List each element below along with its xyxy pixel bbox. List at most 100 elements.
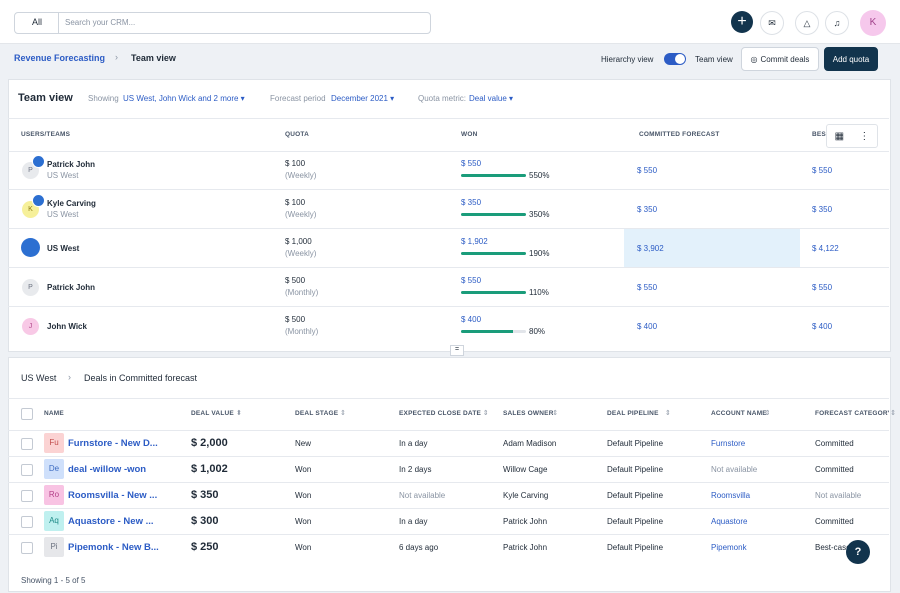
deals-footer: Showing 1 - 5 of 5	[21, 576, 86, 585]
search-scope[interactable]: All	[32, 17, 43, 27]
resize-handle[interactable]: =	[450, 345, 464, 356]
commit-text: Commit deals	[760, 54, 810, 64]
row-name: Patrick John	[47, 160, 96, 169]
mail-icon[interactable]: ✉	[760, 11, 784, 35]
progress-track	[461, 252, 526, 255]
deal-account[interactable]: Not available	[711, 465, 758, 474]
row-sub: US West	[47, 210, 79, 219]
breadcrumb-sep: ›	[68, 372, 71, 382]
select-all[interactable]	[21, 408, 33, 420]
best-case[interactable]: $ 4,122	[812, 244, 839, 253]
column-header: QUOTA	[285, 131, 309, 138]
quota-period: (Weekly)	[285, 171, 317, 180]
row-name: US West	[47, 244, 80, 253]
team-badge	[32, 194, 45, 207]
deal-owner: Willow Cage	[503, 465, 548, 474]
deal-pipeline: Default Pipeline	[607, 491, 664, 500]
quota: $ 1,000	[285, 237, 312, 246]
commit-button[interactable]: ◎ Commit deals	[741, 47, 819, 71]
divider	[8, 430, 889, 431]
committed[interactable]: $ 550	[637, 283, 658, 292]
row-name: John Wick	[47, 322, 87, 331]
deal-value: $ 350	[191, 489, 219, 501]
committed[interactable]: $ 350	[637, 205, 658, 214]
deal-avatar: Aq	[44, 511, 64, 531]
deal-value: $ 300	[191, 515, 219, 527]
bell-icon[interactable]: ♫	[825, 11, 849, 35]
row-checkbox[interactable]	[21, 438, 33, 450]
row-checkbox[interactable]	[21, 490, 33, 502]
progress-track	[461, 291, 526, 294]
column-header: DEAL STAGE	[295, 410, 339, 417]
deal-pipeline: Default Pipeline	[607, 517, 664, 526]
won-percent: 110%	[529, 288, 549, 297]
progress-track	[461, 213, 526, 216]
alert-icon[interactable]: △	[795, 11, 819, 35]
committed[interactable]: $ 550	[637, 166, 658, 175]
best-case[interactable]: $ 400	[812, 322, 833, 331]
user-avatar[interactable]: K	[860, 10, 886, 36]
quota-period: (Monthly)	[285, 288, 319, 297]
divider	[8, 398, 889, 399]
row-checkbox[interactable]	[21, 464, 33, 476]
quota: $ 500	[285, 276, 306, 285]
row-checkbox[interactable]	[21, 542, 33, 554]
row-name: Patrick John	[47, 283, 96, 292]
deal-category: Best-case	[815, 543, 851, 552]
committed[interactable]: $ 400	[637, 322, 658, 331]
deal-owner: Patrick John	[503, 543, 548, 552]
quota: $ 500	[285, 315, 306, 324]
deal-stage: Won	[295, 543, 312, 552]
deal-name[interactable]: Furnstore - New D...	[68, 438, 158, 449]
deal-owner: Adam Madison	[503, 439, 557, 448]
filter-value[interactable]: December 2021 ▾	[331, 94, 395, 103]
filter-value[interactable]: Deal value ▾	[469, 94, 514, 103]
sort-icon: ⇕	[552, 410, 559, 417]
deal-name[interactable]: deal -willow -won	[68, 464, 147, 475]
breadcrumb-parent[interactable]: Revenue Forecasting	[14, 53, 106, 63]
sort-icon: ⬍	[236, 410, 242, 417]
won[interactable]: $ 1,902	[461, 237, 488, 246]
add-button[interactable]: +	[731, 11, 753, 33]
best-case[interactable]: $ 550	[812, 283, 833, 292]
deal-account[interactable]: Roomsvilla	[711, 491, 751, 500]
deal-close: 6 days ago	[399, 543, 439, 552]
deals-parent[interactable]: US West	[21, 373, 57, 383]
breadcrumb-current: Team view	[131, 53, 176, 63]
deal-name[interactable]: Aquastore - New ...	[68, 516, 154, 527]
add-quota-button[interactable]: Add quota	[824, 47, 878, 71]
won[interactable]: $ 400	[461, 315, 482, 324]
column-header: WON	[461, 131, 478, 138]
search-box[interactable]	[14, 12, 431, 34]
column-header: USERS/TEAMS	[21, 131, 71, 138]
deal-category: Committed	[815, 517, 854, 526]
deal-pipeline: Default Pipeline	[607, 439, 664, 448]
filter-text: US West, John Wick and 2 more	[123, 94, 239, 103]
deal-name[interactable]: Pipemonk - New B...	[68, 542, 159, 553]
divider	[8, 306, 889, 307]
won[interactable]: $ 550	[461, 276, 482, 285]
won[interactable]: $ 350	[461, 198, 482, 207]
filter-value[interactable]: US West, John Wick and 2 more ▾	[123, 94, 245, 103]
best-case[interactable]: $ 350	[812, 205, 833, 214]
deal-value: $ 2,000	[191, 437, 228, 449]
deal-account[interactable]: Pipemonk	[711, 543, 747, 552]
row-checkbox[interactable]	[21, 516, 33, 528]
column-header: ACCOUNT NAME	[711, 410, 767, 417]
sort-icon: ⇕	[764, 410, 771, 417]
best-case[interactable]: $ 550	[812, 166, 833, 175]
team-avatar	[21, 238, 40, 257]
view-toggle[interactable]	[664, 53, 686, 65]
deal-avatar: Pi	[44, 537, 64, 557]
deal-account[interactable]: Furnstore	[711, 439, 746, 448]
divider	[8, 482, 889, 483]
deal-account[interactable]: Aquastore	[711, 517, 748, 526]
help-button[interactable]: ?	[846, 540, 870, 564]
won[interactable]: $ 550	[461, 159, 482, 168]
deal-avatar: De	[44, 459, 64, 479]
divider	[8, 118, 889, 119]
table-tools[interactable]: ▦ ⋮	[826, 124, 878, 148]
divider	[8, 228, 889, 229]
deal-name[interactable]: Roomsvilla - New ...	[68, 490, 158, 501]
committed[interactable]: $ 3,902	[637, 244, 664, 253]
